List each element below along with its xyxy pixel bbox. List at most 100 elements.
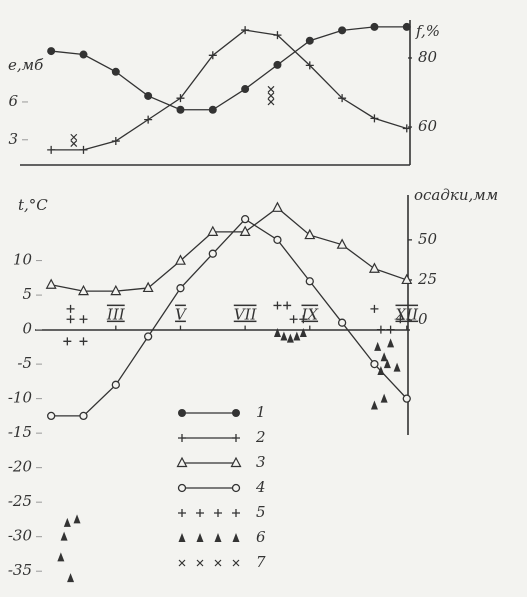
f-axis-label: f,% xyxy=(415,22,440,40)
data-point xyxy=(208,249,217,258)
data-point xyxy=(370,114,379,123)
legend-marker xyxy=(178,409,186,417)
legend-marker xyxy=(178,559,186,567)
legend-marker xyxy=(230,456,242,468)
data-point xyxy=(57,552,65,562)
data-point xyxy=(67,573,75,583)
y-tick-label: -25 xyxy=(8,492,32,510)
data-point xyxy=(402,22,411,31)
y-tick-label: 5 xyxy=(22,285,32,303)
data-point xyxy=(63,337,72,346)
y2-tick-label: 50 xyxy=(418,230,438,248)
legend-marker xyxy=(232,434,240,442)
legend-label: 3 xyxy=(256,453,266,471)
data-point xyxy=(176,94,185,103)
data-point xyxy=(305,36,314,45)
data-point xyxy=(283,301,292,310)
y2-tick-label: 0 xyxy=(418,310,428,328)
series-line xyxy=(51,26,407,111)
data-point xyxy=(144,91,153,100)
legend-marker xyxy=(196,533,204,542)
data-point xyxy=(77,284,89,296)
data-point xyxy=(111,380,120,389)
legend-marker xyxy=(214,509,222,517)
y-tick-label: 0 xyxy=(22,320,32,338)
legend-label: 7 xyxy=(256,553,266,571)
data-point xyxy=(273,31,282,40)
data-point xyxy=(240,215,250,224)
legend-marker xyxy=(178,509,186,517)
legend-marker xyxy=(177,483,187,493)
legend-label: 6 xyxy=(256,528,266,546)
precip-axis-label: осадки,мм xyxy=(414,186,498,204)
data-point xyxy=(111,67,120,76)
legend-label: 4 xyxy=(255,478,266,496)
data-point xyxy=(143,332,153,341)
data-point xyxy=(241,85,250,94)
data-point xyxy=(45,278,57,289)
y-tick-label: -35 xyxy=(8,561,32,579)
data-point xyxy=(386,325,395,334)
data-point xyxy=(176,105,185,114)
data-point xyxy=(142,281,154,293)
legend-marker xyxy=(232,533,240,542)
legend-marker xyxy=(231,483,241,493)
data-point xyxy=(402,394,411,403)
data-point xyxy=(271,201,283,212)
data-point xyxy=(370,359,379,369)
data-point xyxy=(273,60,282,69)
data-point xyxy=(396,315,405,324)
data-point xyxy=(66,315,75,324)
data-point xyxy=(47,145,56,154)
y-tick-label: -20 xyxy=(8,458,33,476)
data-point xyxy=(401,273,413,285)
series-line xyxy=(51,218,408,417)
data-point xyxy=(267,85,275,93)
data-point xyxy=(338,94,347,103)
data-point xyxy=(267,98,275,106)
data-point xyxy=(79,145,88,154)
data-point xyxy=(273,235,282,245)
y-tick-label: -15 xyxy=(8,423,32,441)
legend-marker xyxy=(214,559,222,567)
x-tick-label: VII xyxy=(234,306,258,324)
data-point xyxy=(299,328,307,338)
y-tick-label: 3 xyxy=(8,130,18,148)
data-point xyxy=(267,92,275,100)
data-point xyxy=(241,26,250,35)
data-point xyxy=(370,400,378,410)
data-point xyxy=(174,254,186,265)
y-tick-label: 10 xyxy=(13,251,33,269)
data-point xyxy=(110,284,122,296)
data-point xyxy=(393,362,401,372)
y-tick-label: -5 xyxy=(17,354,32,372)
legend-label: 1 xyxy=(256,403,266,421)
data-point xyxy=(239,225,251,236)
data-point xyxy=(280,331,288,341)
e-axis-label: e,мб xyxy=(8,56,44,74)
legend-label: 5 xyxy=(256,503,266,521)
data-point xyxy=(336,238,348,249)
data-point xyxy=(377,366,385,376)
data-point xyxy=(383,359,391,369)
data-point xyxy=(380,352,388,362)
legend-marker xyxy=(232,509,240,517)
data-point xyxy=(304,228,316,240)
data-point xyxy=(73,514,81,524)
data-point xyxy=(368,262,380,273)
data-point xyxy=(60,531,68,541)
t-axis-label: t,°C xyxy=(18,196,48,214)
y2-tick-label: 80 xyxy=(418,48,438,66)
data-point xyxy=(387,338,395,348)
data-point xyxy=(376,325,385,334)
data-point xyxy=(289,315,298,324)
legend-marker xyxy=(196,509,204,517)
data-point xyxy=(70,133,78,141)
x-tick-label: XII xyxy=(395,306,420,324)
data-point xyxy=(70,140,78,147)
data-point xyxy=(63,517,71,527)
legend-marker xyxy=(232,559,240,567)
data-point xyxy=(79,315,88,324)
data-point xyxy=(299,315,308,324)
data-point xyxy=(273,301,282,310)
